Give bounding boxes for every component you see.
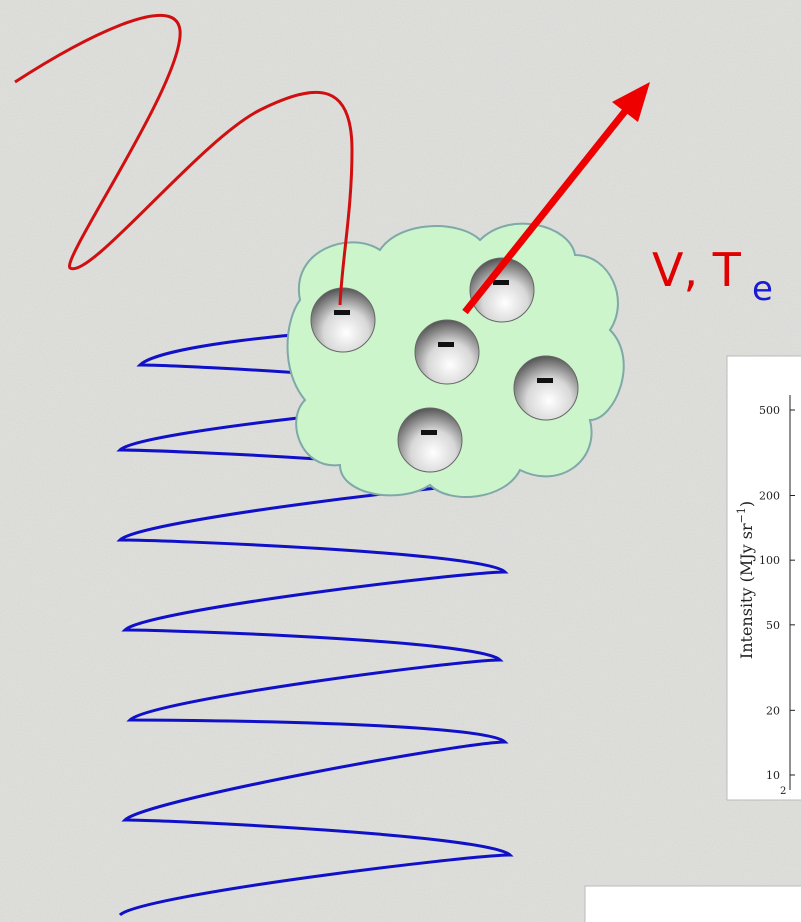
label-subscript: e: [752, 269, 773, 309]
y-tick-label: 100: [759, 554, 780, 567]
electron: [398, 408, 462, 472]
y-tick-label: 500: [759, 404, 780, 417]
x-tick-label: 2: [780, 786, 786, 797]
second-panel: [585, 886, 801, 922]
y-label-text: Intensity (MJy sr: [737, 523, 756, 659]
electron-charge: [438, 342, 454, 347]
electron-charge: [537, 378, 553, 383]
electron: [514, 356, 578, 420]
electron-charge: [493, 280, 509, 285]
y-tick-label: 10: [766, 769, 780, 782]
y-tick-label: 20: [766, 704, 780, 717]
y-tick-label: 50: [766, 619, 780, 632]
y-label-sup: −1: [735, 507, 748, 523]
y-label-end: ): [737, 501, 756, 507]
inset-y-label: Intensity (MJy sr−1): [735, 501, 756, 659]
inset-chart: Intensity (MJy sr−1) 500 200 100 50 20 10 2: [727, 356, 801, 800]
electron: [415, 320, 479, 384]
electron-charge: [421, 430, 437, 435]
electron-charge: [334, 310, 350, 315]
electron: [311, 288, 375, 352]
diagram: V, T e Intensity (MJy sr−1) 500 200 100 50 2…: [0, 0, 801, 922]
y-tick-label: 200: [759, 489, 780, 502]
label-main: V, T: [652, 243, 742, 297]
